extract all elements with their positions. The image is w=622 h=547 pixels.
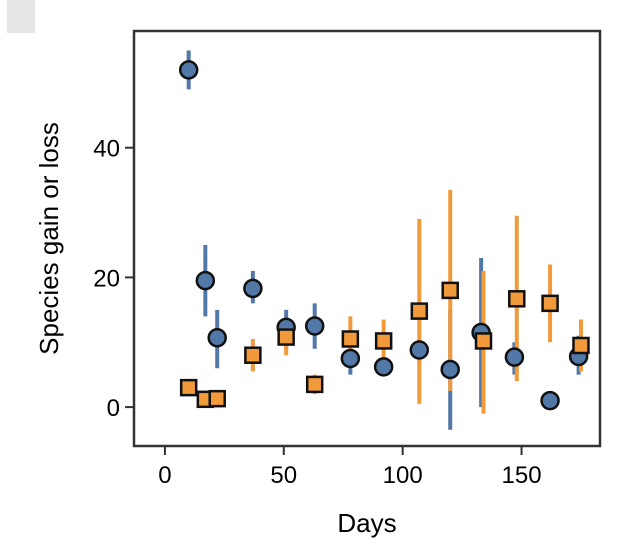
circle-marker [340,348,361,369]
square-marker [277,328,295,346]
x-axis-label: Days [337,508,396,538]
y-tick-label: 0 [107,395,120,422]
circle-marker [195,270,216,291]
square-marker [508,290,526,308]
circle-marker [304,316,325,336]
x-tick-label: 0 [158,462,171,489]
square-marker [572,336,590,355]
x-tick-label: 150 [502,462,542,489]
y-tick-label: 40 [93,136,120,163]
x-tick-label: 50 [270,462,297,489]
circle-marker [178,60,199,80]
square-marker [474,332,493,350]
square-marker [410,302,429,320]
y-tick-label: 20 [93,265,120,292]
y-axis-label: Species gain or loss [34,122,64,355]
x-axis: 0 50 100 150 [158,446,542,489]
corner-marker [7,0,35,33]
circle-marker [440,359,460,380]
square-marker [208,389,226,408]
circle-marker [409,340,430,360]
circle-marker [243,278,263,299]
y-axis: 0 20 40 [93,136,134,422]
circle-marker [373,357,394,377]
circle-marker [207,327,227,348]
circle-marker [540,390,560,411]
square-marker [441,281,459,300]
square-marker [305,375,324,394]
square-marker [374,332,393,350]
square-marker [244,346,262,364]
circle-marker [504,347,525,367]
square-marker [179,378,198,397]
square-marker [541,294,559,313]
square-marker [341,330,360,348]
data-markers [178,60,590,411]
plot-frame [132,29,602,448]
x-tick-label: 100 [383,462,423,489]
